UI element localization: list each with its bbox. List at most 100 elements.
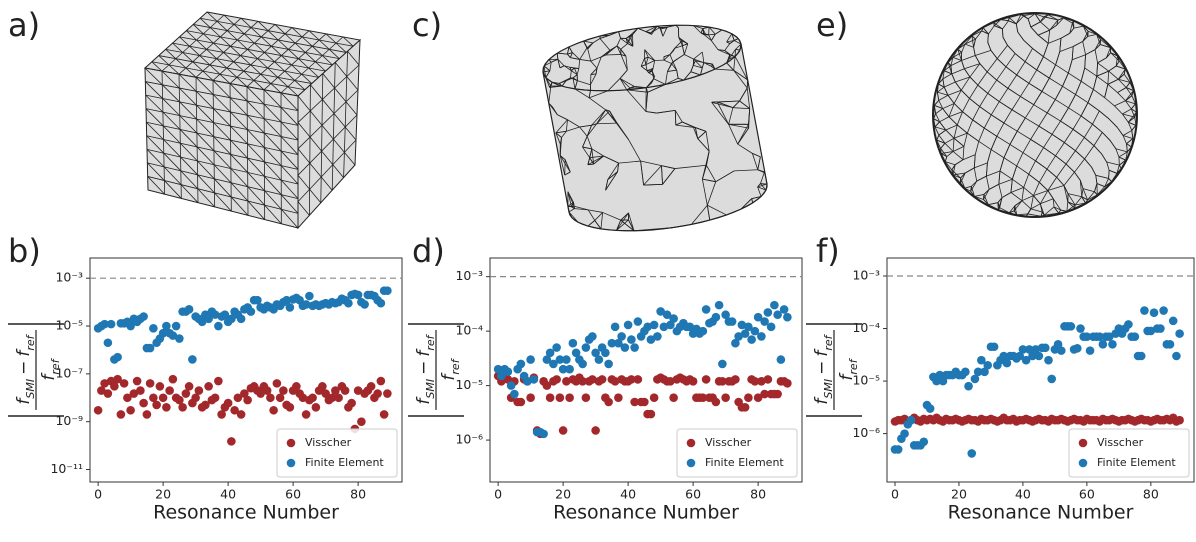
legend-marker (287, 439, 296, 448)
data-point (94, 406, 103, 415)
data-point (1047, 375, 1056, 384)
data-point (224, 399, 233, 408)
y-label-numerator: fSMI−fref (812, 333, 835, 404)
x-axis-label: Resonance Number (948, 502, 1134, 524)
data-point (1169, 317, 1178, 326)
data-point (634, 375, 643, 384)
data-point (562, 355, 571, 364)
data-point (747, 335, 756, 344)
data-point (669, 314, 678, 323)
y-label-subscript: ref (49, 357, 62, 374)
data-point (117, 410, 126, 419)
legend-marker (1079, 439, 1088, 448)
data-point (1044, 356, 1053, 365)
data-point (1041, 343, 1050, 352)
data-point (983, 361, 992, 370)
data-point (539, 430, 548, 439)
chart-panel: 10⁻³10⁻⁴10⁻⁵10⁻⁶020406080Resonance Numbe… (408, 258, 802, 524)
x-tick-label: 20 (555, 487, 571, 502)
data-point (990, 342, 999, 351)
data-point (517, 360, 526, 369)
data-point (728, 317, 737, 326)
panel-label: e) (816, 6, 848, 44)
data-point (156, 382, 165, 391)
data-point (621, 343, 630, 352)
data-point (360, 300, 369, 309)
x-tick-label: 80 (750, 487, 766, 502)
data-point (702, 375, 711, 384)
data-point (377, 299, 386, 308)
data-point (136, 386, 145, 395)
data-point (383, 286, 392, 295)
data-point (383, 389, 392, 398)
chart-panel: 10⁻³10⁻⁴10⁻⁵10⁻⁶020406080Resonance Numbe… (806, 258, 1194, 524)
x-axis-label: Resonance Number (153, 502, 339, 524)
data-point (175, 334, 184, 343)
x-axis-label: Resonance Number (553, 502, 739, 524)
data-point (159, 393, 168, 402)
data-point (1057, 346, 1066, 355)
data-point (907, 416, 916, 425)
y-tick-label: 10⁻¹¹ (50, 461, 83, 476)
y-label-denominator: fref (39, 357, 62, 380)
legend-label: Visscher (1097, 436, 1144, 449)
data-point (1159, 306, 1168, 315)
data-point (185, 305, 194, 314)
data-point (367, 382, 376, 391)
legend-label: Finite Element (1097, 456, 1176, 469)
data-point (510, 390, 519, 399)
data-point (504, 367, 513, 376)
data-point (650, 393, 659, 402)
y-label-denominator: fref (439, 357, 462, 380)
data-point (104, 338, 113, 347)
y-label-subscript: ref (822, 333, 835, 350)
data-point (578, 360, 587, 369)
data-point (712, 398, 721, 407)
data-point (334, 393, 343, 402)
panel-label: c) (412, 6, 442, 44)
data-point (556, 393, 565, 402)
data-point (764, 375, 773, 384)
y-tick-label: 10⁻⁶ (852, 425, 880, 440)
figure: a) c) e) b) d) f) 10⁻³10⁻⁵10⁻⁷10⁻⁹10⁻¹¹0… (0, 0, 1196, 542)
data-point (107, 320, 116, 329)
data-point (604, 398, 613, 407)
data-point (146, 379, 155, 388)
data-point (780, 305, 789, 314)
data-point (178, 403, 187, 412)
x-tick-label: 0 (494, 487, 502, 502)
data-point (773, 390, 782, 399)
data-point (139, 312, 148, 321)
data-point (1137, 352, 1146, 361)
x-tick-label: 0 (94, 487, 102, 502)
y-label-operator: − (812, 361, 832, 375)
y-tick-label: 10⁻⁴ (455, 323, 483, 338)
y-label-subscript: SMI (424, 379, 437, 399)
data-point (152, 401, 161, 410)
data-point (1099, 340, 1108, 349)
data-point (237, 410, 246, 419)
data-point (614, 393, 623, 402)
data-point (611, 323, 620, 332)
data-point (237, 315, 246, 324)
data-point (1150, 308, 1159, 317)
y-label-subscript: SMI (822, 379, 835, 399)
data-point (926, 404, 935, 413)
data-point (149, 324, 158, 333)
data-point (595, 355, 604, 364)
data-point (1124, 320, 1133, 329)
y-tick-label: 10⁻⁶ (455, 432, 483, 447)
data-point (617, 332, 626, 341)
y-axis-label: fSMI−freffref (8, 324, 64, 416)
data-point (546, 393, 555, 402)
data-point (741, 403, 750, 412)
x-tick-label: 60 (1079, 487, 1095, 502)
data-point (214, 377, 223, 386)
legend-marker (687, 439, 696, 448)
data-point (900, 429, 909, 438)
data-point (894, 445, 903, 454)
data-point (669, 393, 678, 402)
mesh-illustrations (145, 12, 1137, 231)
data-point (582, 393, 591, 402)
data-point (188, 355, 197, 364)
